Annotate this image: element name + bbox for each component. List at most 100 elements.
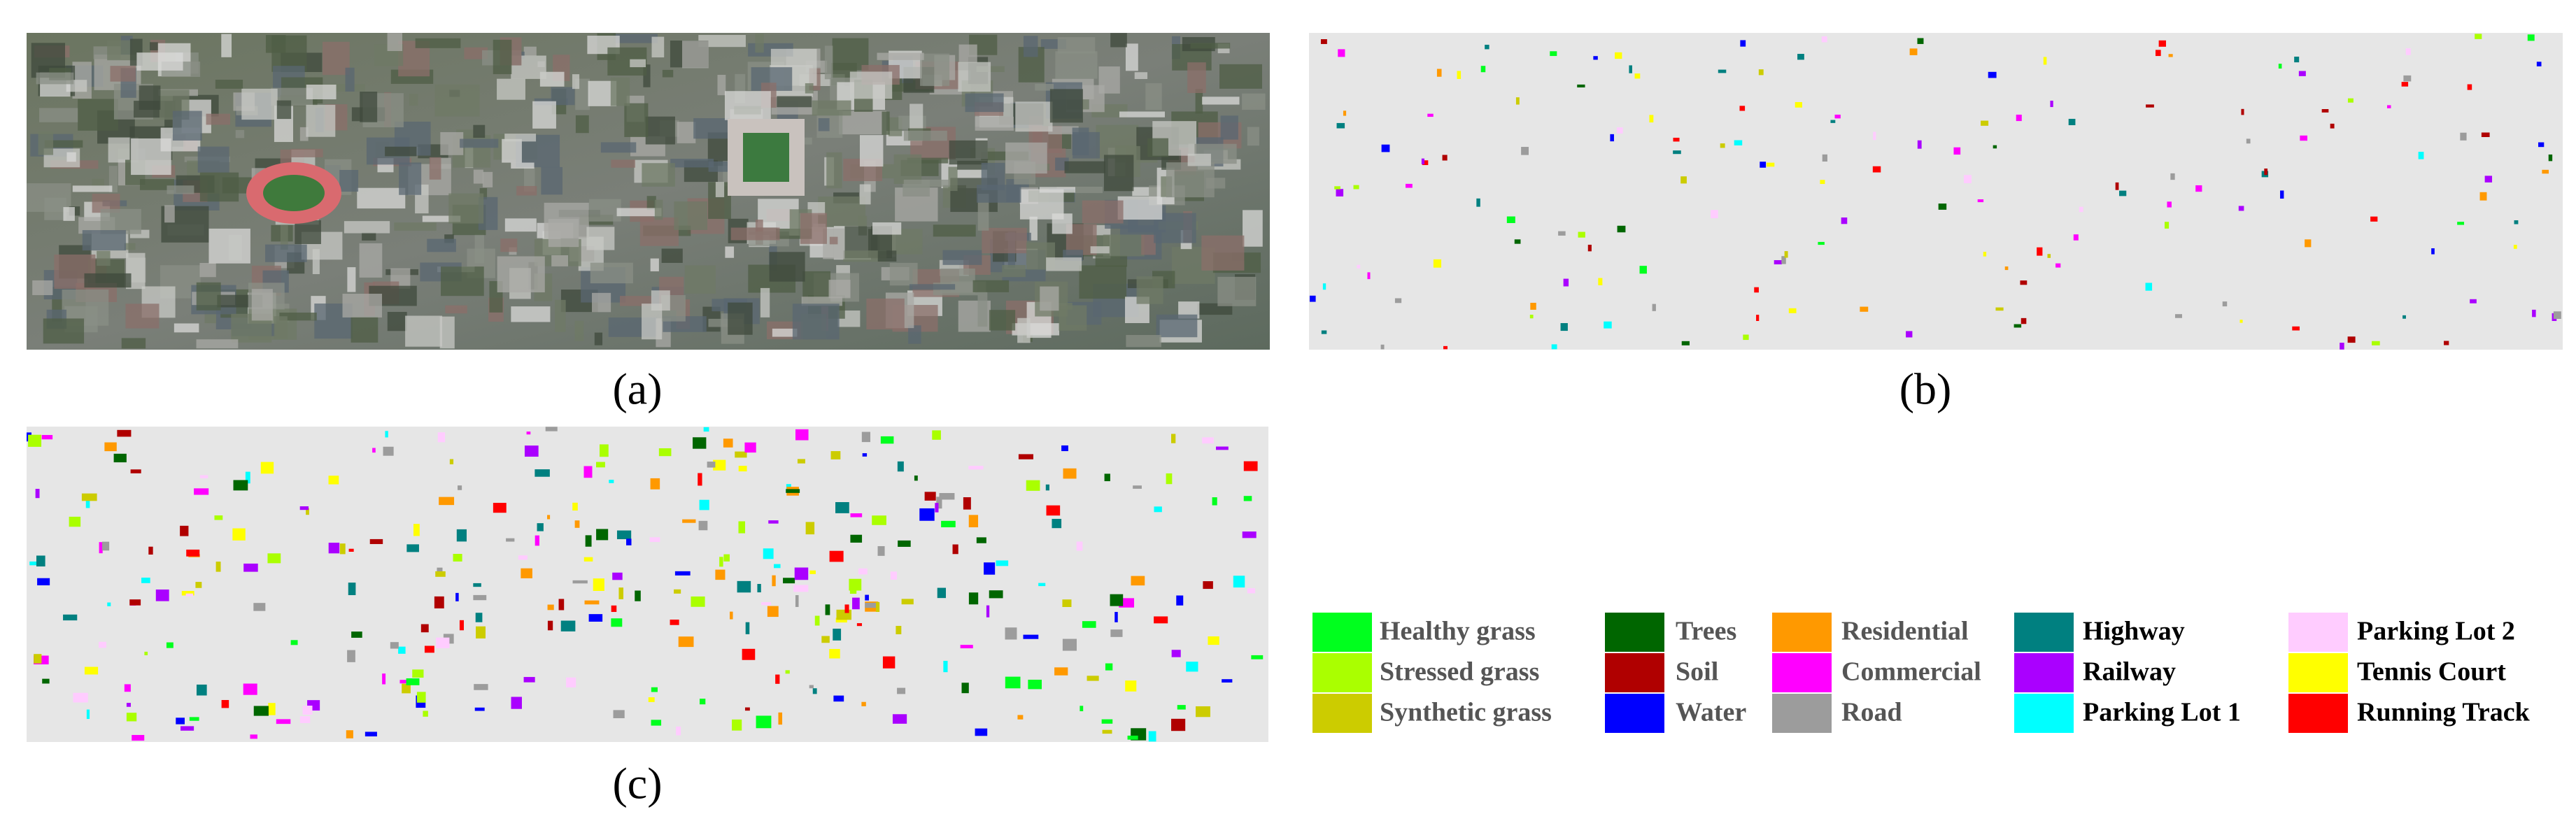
aerial-texture xyxy=(504,218,537,232)
sample-patch xyxy=(141,577,150,583)
sample-patch xyxy=(1617,225,1626,233)
aerial-texture xyxy=(199,262,216,278)
sample-patch xyxy=(2021,317,2027,324)
legend-label: Water xyxy=(1676,698,1746,727)
sample-patch xyxy=(84,666,99,675)
sample-patch xyxy=(346,730,353,738)
aerial-texture xyxy=(907,157,949,164)
aerial-texture xyxy=(859,184,871,205)
sample-patch xyxy=(774,564,781,569)
aerial-texture xyxy=(82,230,126,251)
sample-patch xyxy=(1860,306,1869,312)
sample-patch xyxy=(1005,676,1021,689)
sample-patch xyxy=(1711,210,1718,219)
sample-patch xyxy=(599,444,609,457)
sample-patch xyxy=(616,530,632,540)
sample-patch xyxy=(2548,154,2553,162)
sample-patch xyxy=(1830,120,1836,123)
sample-patch xyxy=(1822,154,1827,162)
aerial-texture xyxy=(942,250,982,265)
sample-patch xyxy=(682,519,696,523)
sample-patch xyxy=(347,650,355,662)
sample-patch xyxy=(699,499,709,511)
sample-patch xyxy=(155,589,169,601)
sample-patch xyxy=(113,453,127,463)
sample-patch xyxy=(936,497,942,509)
aerial-texture xyxy=(777,96,812,108)
sample-patch xyxy=(1105,663,1113,671)
legend-label: Healthy grass xyxy=(1380,617,1536,646)
sample-patch xyxy=(1616,127,1623,134)
sample-patch xyxy=(1743,334,1749,341)
sample-patch xyxy=(914,475,918,481)
sample-patch xyxy=(763,548,774,559)
aerial-texture xyxy=(1110,33,1127,48)
sample-patch xyxy=(1334,186,1340,190)
aerial-texture xyxy=(590,262,633,284)
sample-patch xyxy=(835,501,849,513)
aerial-texture xyxy=(684,265,716,294)
aerial-texture xyxy=(1195,89,1203,114)
sample-patch xyxy=(1154,506,1162,513)
sample-patch xyxy=(814,615,820,626)
sample-patch xyxy=(558,599,565,611)
aerial-texture xyxy=(965,93,1004,113)
sample-patch xyxy=(693,437,707,449)
sample-patch xyxy=(547,620,553,631)
aerial-texture xyxy=(812,100,851,116)
aerial-texture xyxy=(589,199,621,222)
sample-patch xyxy=(1208,636,1219,645)
sample-patch xyxy=(1243,461,1258,471)
sample-patch xyxy=(2527,34,2535,41)
sample-patch xyxy=(572,580,588,584)
sample-patch xyxy=(1797,54,1804,60)
legend-label: Running Track xyxy=(2357,698,2531,727)
aerial-texture xyxy=(493,39,512,75)
aerial-texture xyxy=(908,325,921,344)
sample-patch xyxy=(2174,314,2182,318)
aerial-texture xyxy=(826,152,842,189)
sample-patch xyxy=(786,489,800,493)
sample-patch xyxy=(1133,485,1142,489)
aerial-texture xyxy=(139,85,161,110)
aerial-texture xyxy=(206,113,231,125)
sample-patch xyxy=(2370,216,2378,222)
sample-patch xyxy=(1485,44,1489,50)
sample-patch xyxy=(348,583,356,596)
sample-patch xyxy=(1766,162,1775,167)
sample-patch xyxy=(861,431,870,443)
aerial-texture xyxy=(807,202,826,215)
sample-patch xyxy=(1906,331,1913,338)
legend-label: Residential xyxy=(1841,617,1969,646)
aerial-texture xyxy=(1219,64,1262,89)
sample-patch xyxy=(1087,676,1099,681)
sample-patch xyxy=(276,719,291,724)
sample-patch xyxy=(825,604,830,615)
sample-patch xyxy=(493,503,507,513)
sample-patch xyxy=(1380,344,1385,350)
sample-patch xyxy=(413,524,420,536)
aerial-texture xyxy=(843,250,887,262)
aerial-texture xyxy=(1217,276,1257,306)
sample-patch xyxy=(596,462,605,468)
sample-patch xyxy=(2553,311,2561,320)
legend-label: Trees xyxy=(1676,617,1736,646)
aerial-texture xyxy=(730,227,780,241)
legend-swatch xyxy=(1312,653,1372,692)
sample-patch xyxy=(185,593,193,597)
sample-patch xyxy=(434,596,444,608)
sample-patch xyxy=(1981,120,1989,126)
sample-patch xyxy=(649,537,660,542)
sample-patch xyxy=(365,731,377,737)
sample-patch xyxy=(1442,155,1448,161)
sample-patch xyxy=(584,600,600,605)
sample-patch xyxy=(1052,518,1062,529)
sample-patch xyxy=(1610,134,1614,142)
sample-patch xyxy=(2073,234,2079,241)
sample-patch xyxy=(984,562,996,575)
aerial-texture xyxy=(805,83,814,94)
sample-patch xyxy=(524,445,539,457)
aerial-texture xyxy=(717,75,726,96)
aerial-texture xyxy=(387,312,407,331)
aerial-texture xyxy=(909,284,956,290)
